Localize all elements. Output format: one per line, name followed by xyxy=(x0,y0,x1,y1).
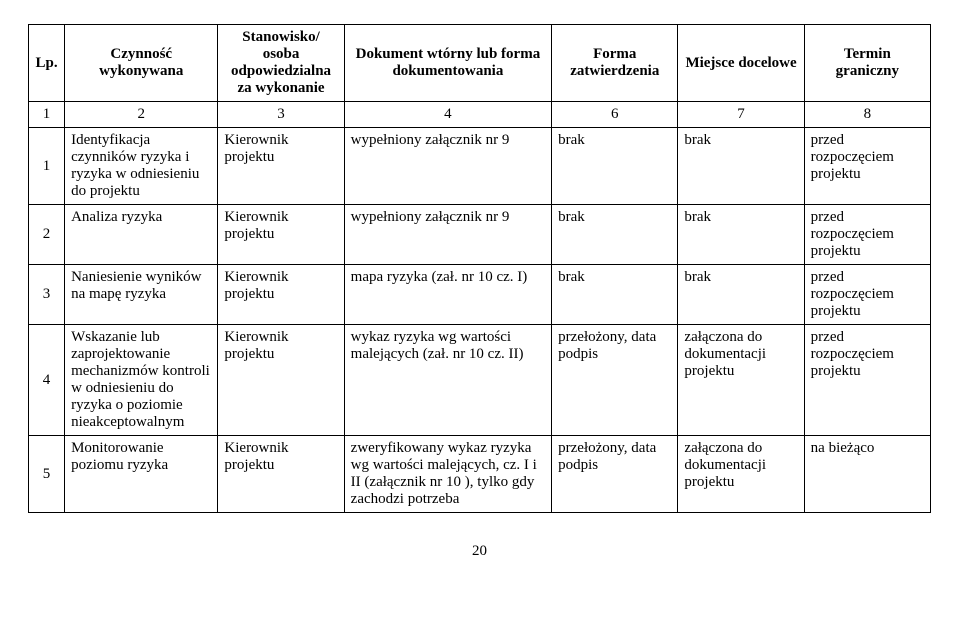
cell-deadline: przed rozpoczęciem projektu xyxy=(804,128,930,205)
cell-approval: przełożony, data podpis xyxy=(552,325,678,436)
table-row: 2 Analiza ryzyka Kierownik projektu wype… xyxy=(29,205,931,265)
header-destination: Miejsce docelowe xyxy=(678,25,804,102)
table-row: 1 Identyfikacja czynników ryzyka i ryzyk… xyxy=(29,128,931,205)
cell-destination: załączona do dokumentacji projektu xyxy=(678,325,804,436)
header-activity: Czynność wykonywana xyxy=(65,25,218,102)
page-number: 20 xyxy=(28,543,931,560)
cell-activity: Naniesienie wyników na mapę ryzyka xyxy=(65,265,218,325)
cell-lp: 2 xyxy=(29,205,65,265)
cell-responsible: Kierownik projektu xyxy=(218,265,344,325)
cell-activity: Monitorowanie poziomu ryzyka xyxy=(65,436,218,513)
header-lp: Lp. xyxy=(29,25,65,102)
cell-lp: 4 xyxy=(29,325,65,436)
numcell: 2 xyxy=(65,102,218,128)
header-document: Dokument wtórny lub forma dokumentowania xyxy=(344,25,551,102)
cell-lp: 1 xyxy=(29,128,65,205)
table-row: 4 Wskazanie lub zaprojektowanie mechaniz… xyxy=(29,325,931,436)
header-responsible: Stanowisko/ osoba odpowiedzialna za wyko… xyxy=(218,25,344,102)
table-row: 5 Monitorowanie poziomu ryzyka Kierownik… xyxy=(29,436,931,513)
table-number-row: 1 2 3 4 6 7 8 xyxy=(29,102,931,128)
cell-document: mapa ryzyka (zał. nr 10 cz. I) xyxy=(344,265,551,325)
numcell: 6 xyxy=(552,102,678,128)
cell-approval: brak xyxy=(552,205,678,265)
cell-approval: brak xyxy=(552,128,678,205)
header-approval: Forma zatwierdzenia xyxy=(552,25,678,102)
numcell: 3 xyxy=(218,102,344,128)
table-row: 3 Naniesienie wyników na mapę ryzyka Kie… xyxy=(29,265,931,325)
numcell: 7 xyxy=(678,102,804,128)
cell-deadline: przed rozpoczęciem projektu xyxy=(804,265,930,325)
risk-procedure-table: Lp. Czynność wykonywana Stanowisko/ osob… xyxy=(28,24,931,513)
numcell: 4 xyxy=(344,102,551,128)
cell-destination: brak xyxy=(678,128,804,205)
cell-responsible: Kierownik projektu xyxy=(218,436,344,513)
cell-responsible: Kierownik projektu xyxy=(218,205,344,265)
cell-approval: przełożony, data podpis xyxy=(552,436,678,513)
header-deadline: Termin graniczny xyxy=(804,25,930,102)
cell-responsible: Kierownik projektu xyxy=(218,325,344,436)
cell-approval: brak xyxy=(552,265,678,325)
cell-responsible: Kierownik projektu xyxy=(218,128,344,205)
cell-deadline: przed rozpoczęciem projektu xyxy=(804,205,930,265)
cell-document: wypełniony załącznik nr 9 xyxy=(344,128,551,205)
table-header-row: Lp. Czynność wykonywana Stanowisko/ osob… xyxy=(29,25,931,102)
numcell: 8 xyxy=(804,102,930,128)
cell-activity: Wskazanie lub zaprojektowanie mechanizmó… xyxy=(65,325,218,436)
cell-document: wykaz ryzyka wg wartości malejących (zał… xyxy=(344,325,551,436)
cell-destination: załączona do dokumentacji projektu xyxy=(678,436,804,513)
numcell: 1 xyxy=(29,102,65,128)
cell-deadline: przed rozpoczęciem projektu xyxy=(804,325,930,436)
cell-document: zweryfikowany wykaz ryzyka wg wartości m… xyxy=(344,436,551,513)
cell-lp: 3 xyxy=(29,265,65,325)
cell-deadline: na bieżąco xyxy=(804,436,930,513)
cell-lp: 5 xyxy=(29,436,65,513)
cell-document: wypełniony załącznik nr 9 xyxy=(344,205,551,265)
cell-destination: brak xyxy=(678,265,804,325)
cell-destination: brak xyxy=(678,205,804,265)
cell-activity: Identyfikacja czynników ryzyka i ryzyka … xyxy=(65,128,218,205)
cell-activity: Analiza ryzyka xyxy=(65,205,218,265)
